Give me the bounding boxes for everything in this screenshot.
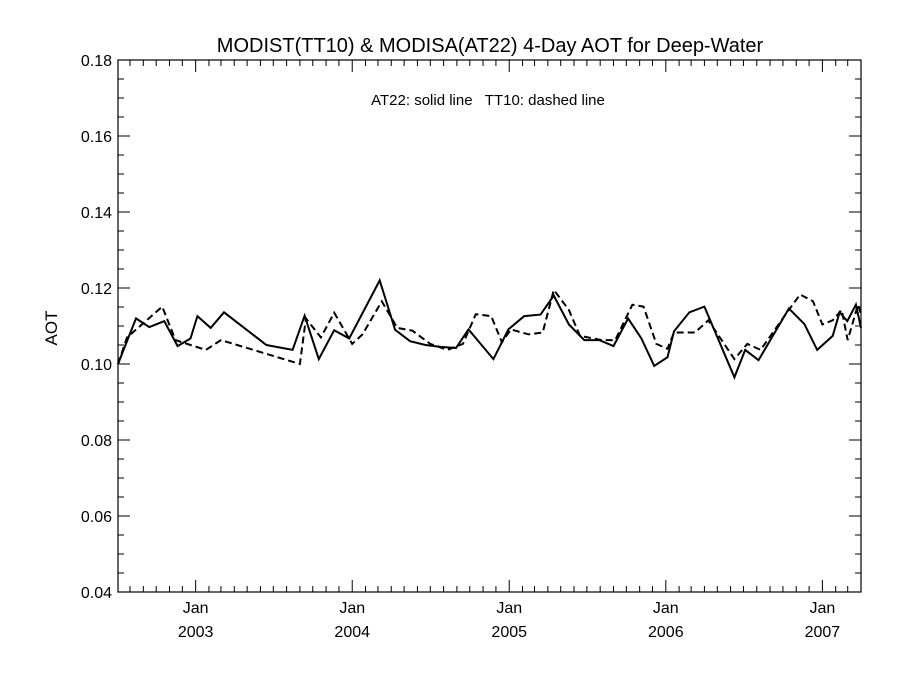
tt10-data-point <box>542 332 544 334</box>
y-axis-label: AOT <box>42 311 61 346</box>
x-tick-label-month: Jan <box>183 600 209 617</box>
x-tick-label-month: Jan <box>339 600 365 617</box>
axis-ticks <box>118 59 862 593</box>
y-tick-label: 0.06 <box>81 509 112 526</box>
tt10-data-point <box>553 289 555 291</box>
y-tick-label: 0.14 <box>81 205 112 222</box>
y-tick-label: 0.04 <box>81 585 112 602</box>
x-tick-label-month: Jan <box>653 600 679 617</box>
x-tick-label-month: Jan <box>496 600 522 617</box>
y-tick-label: 0.16 <box>81 129 112 146</box>
y-tick-label: 0.18 <box>81 53 112 70</box>
tt10-data-point <box>161 306 163 308</box>
tt10-data-point <box>396 327 398 329</box>
tt10-data-point <box>841 309 843 311</box>
chart-title: MODIST(TT10) & MODISA(AT22) 4-Day AOT fo… <box>217 35 764 57</box>
tt10-data-point <box>857 304 859 306</box>
x-tick-label-year: 2005 <box>491 624 527 641</box>
x-tick-label-month: Jan <box>809 600 835 617</box>
y-tick-label: 0.12 <box>81 281 112 298</box>
tt10-data-point <box>799 294 801 296</box>
plot-frame <box>117 59 862 593</box>
tick-labels: 0.04 0.06 0.08 0.10 0.12 0.14 0.16 0.18 Jan 2003 J… <box>81 53 840 641</box>
y-tick-label: 0.10 <box>81 357 112 374</box>
x-tick-label-year: 2006 <box>648 624 684 641</box>
x-tick-label-year: 2003 <box>178 624 214 641</box>
x-tick-label-year: 2007 <box>805 624 841 641</box>
x-tick-label-year: 2004 <box>334 624 370 641</box>
legend-annotation: AT22: solid line TT10: dashed line <box>371 92 605 109</box>
data-series <box>117 277 862 380</box>
tt10-dashed-line <box>117 287 862 366</box>
y-tick-label: 0.08 <box>81 433 112 450</box>
tt10-data-point <box>490 315 492 317</box>
at22-solid-line <box>117 277 862 380</box>
